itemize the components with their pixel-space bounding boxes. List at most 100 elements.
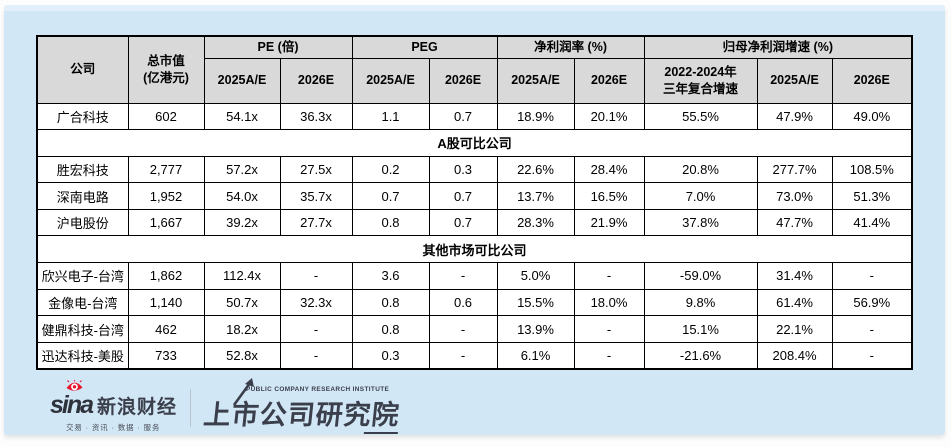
value-cell: 6.1% (496, 341, 575, 370)
section-row: 其他市场可比公司 (36, 235, 913, 264)
value-cell: 20.1% (573, 102, 645, 131)
company-name-cell: 胜宏科技 (36, 155, 129, 184)
value-cell: 1,140 (127, 288, 205, 317)
value-cell: 27.5x (279, 155, 353, 184)
table-row: 胜宏科技 2,777 57.2x 27.5x 0.2 0.3 22.6% 28.4% 20.8%… (36, 155, 913, 184)
value-cell: -21.6% (643, 341, 758, 370)
table-row: 金像电-台湾 1,140 50.7x 32.3x 0.8 0.6 15.5% 18.0% 9.8… (36, 288, 913, 317)
value-cell: 733 (127, 341, 205, 370)
value-cell: 39.2x (203, 208, 281, 237)
value-cell: 0.8 (351, 208, 430, 237)
table-header: 公司 总市值 (亿港元) PE (倍) PEG 净利润率 (%) 归母净利润增速 (%) 2… (36, 35, 913, 104)
value-cell: 18.0% (573, 288, 645, 317)
value-cell: 13.9% (496, 315, 575, 343)
value-cell: 36.3x (279, 102, 353, 131)
column-subheader: 2025A/E (756, 57, 833, 104)
value-cell: 51.3% (831, 182, 913, 210)
value-cell: 0.8 (351, 288, 430, 317)
value-cell: 0.7 (428, 182, 498, 210)
section-label: 其他市场可比公司 (36, 235, 913, 264)
table-row: 欣兴电子-台湾 1,862 112.4x -3.6-5.0% - -59.0% 31.4% - (36, 262, 913, 290)
company-name-cell: 健鼎科技-台湾 (36, 315, 129, 343)
sina-brand-text: 新浪财经 (97, 397, 178, 418)
value-cell: 0.7 (428, 208, 498, 237)
column-subheader: 2026E (831, 57, 913, 104)
value-cell: - (428, 341, 498, 370)
column-subheader: 2022-2024年 三年复合增速 (643, 57, 758, 104)
company-name-cell: 迅达科技-美股 (36, 341, 129, 370)
value-cell: 28.4% (573, 155, 645, 184)
value-cell: 73.0% (756, 182, 833, 210)
value-cell: 108.5% (831, 155, 913, 184)
company-name-cell: 欣兴电子-台湾 (36, 262, 129, 290)
company-name-cell: 金像电-台湾 (36, 288, 129, 317)
value-cell: 37.8% (643, 208, 758, 237)
value-cell: 32.3x (279, 288, 353, 317)
value-cell: 35.7x (279, 182, 353, 210)
value-cell: 31.4% (756, 262, 833, 290)
column-subheader: 2026E (279, 57, 353, 104)
comparison-table: 公司 总市值 (亿港元) PE (倍) PEG 净利润率 (%) 归母净利润增速 (%) 2… (36, 35, 914, 370)
table-row: 深南电路 1,952 54.0x 35.7x 0.7 0.7 13.7% 16.5% 7.0% 7… (36, 182, 913, 210)
value-cell: 462 (127, 315, 205, 343)
value-cell: 3.6 (351, 262, 430, 290)
column-group-header: 净利润率 (%) (496, 35, 645, 59)
sina-eye-icon (65, 379, 84, 394)
column-subheader: 2026E (428, 57, 498, 104)
value-cell: 28.3% (496, 208, 575, 237)
value-cell: 602 (127, 102, 205, 131)
institute-chinese-text: 上市公司研究院 (202, 393, 404, 432)
value-cell: - (279, 341, 353, 370)
value-cell: 56.9% (831, 288, 913, 317)
value-cell: - (573, 315, 645, 343)
sina-tagline: 交易 · 资讯 · 数据 · 服务 (66, 423, 161, 432)
sina-finance-logo: sina 新浪财经 交易 · 资讯 · 数据 · 服务 (50, 379, 178, 433)
value-cell: 55.5% (643, 102, 758, 131)
value-cell: - (831, 315, 913, 343)
column-group-header: 公司 (36, 35, 129, 104)
value-cell: 16.5% (573, 182, 645, 210)
value-cell: 0.3 (428, 155, 498, 184)
table-row: 沪电股份 1,667 39.2x 27.7x 0.8 0.7 28.3% 21.9% 37.8%… (36, 208, 913, 237)
value-cell: 0.3 (351, 341, 430, 370)
value-cell: 0.7 (428, 102, 498, 131)
value-cell: 20.8% (643, 155, 758, 184)
footer-logos: sina 新浪财经 交易 · 资讯 · 数据 · 服务 PUBLIC COMPA… (50, 378, 404, 433)
value-cell: 13.7% (496, 182, 575, 210)
value-cell: 18.9% (496, 102, 575, 131)
table-row: 广合科技 602 54.1x 36.3x 1.1 0.7 18.9% 20.1% 55.5% 47… (36, 102, 913, 131)
value-cell: 22.6% (496, 155, 575, 184)
value-cell: 1,862 (127, 262, 205, 290)
value-cell: 50.7x (203, 288, 281, 317)
value-cell: 15.1% (643, 315, 758, 343)
logo-divider (190, 389, 192, 427)
value-cell: 57.2x (203, 155, 281, 184)
value-cell: 27.7x (279, 208, 353, 237)
column-group-header: 归母净利润增速 (%) (643, 35, 913, 59)
value-cell: 1.1 (351, 102, 430, 131)
table-row: 健鼎科技-台湾 462 18.2x -0.8-13.9% -15.1% 22.1% - (36, 315, 913, 343)
value-cell: 61.4% (756, 288, 833, 317)
research-institute-logo: PUBLIC COMPANY RESEARCH INSTITUTE 上市公司研究… (202, 378, 404, 432)
sina-logo: sina (50, 379, 94, 420)
value-cell: 7.0% (643, 182, 758, 210)
value-cell: 52.8x (203, 341, 281, 370)
value-cell: 0.2 (351, 155, 430, 184)
value-cell: 54.0x (203, 182, 281, 210)
value-cell: 1,667 (127, 208, 205, 237)
column-group-header: PEG (351, 35, 498, 59)
value-cell: - (428, 315, 498, 343)
value-cell: 5.0% (496, 262, 575, 290)
value-cell: 112.4x (203, 262, 281, 290)
value-cell: - (831, 341, 913, 370)
value-cell: 2,777 (127, 155, 205, 184)
value-cell: - (279, 315, 353, 343)
table-body: 广合科技 602 54.1x 36.3x 1.1 0.7 18.9% 20.1% 55.5% 47… (36, 102, 913, 370)
company-name-cell: 沪电股份 (36, 208, 129, 237)
section-row: A股可比公司 (36, 129, 913, 157)
value-cell: 54.1x (203, 102, 281, 131)
column-group-header: 总市值 (亿港元) (127, 35, 205, 104)
value-cell: -59.0% (643, 262, 758, 290)
column-group-header: PE (倍) (203, 35, 353, 59)
